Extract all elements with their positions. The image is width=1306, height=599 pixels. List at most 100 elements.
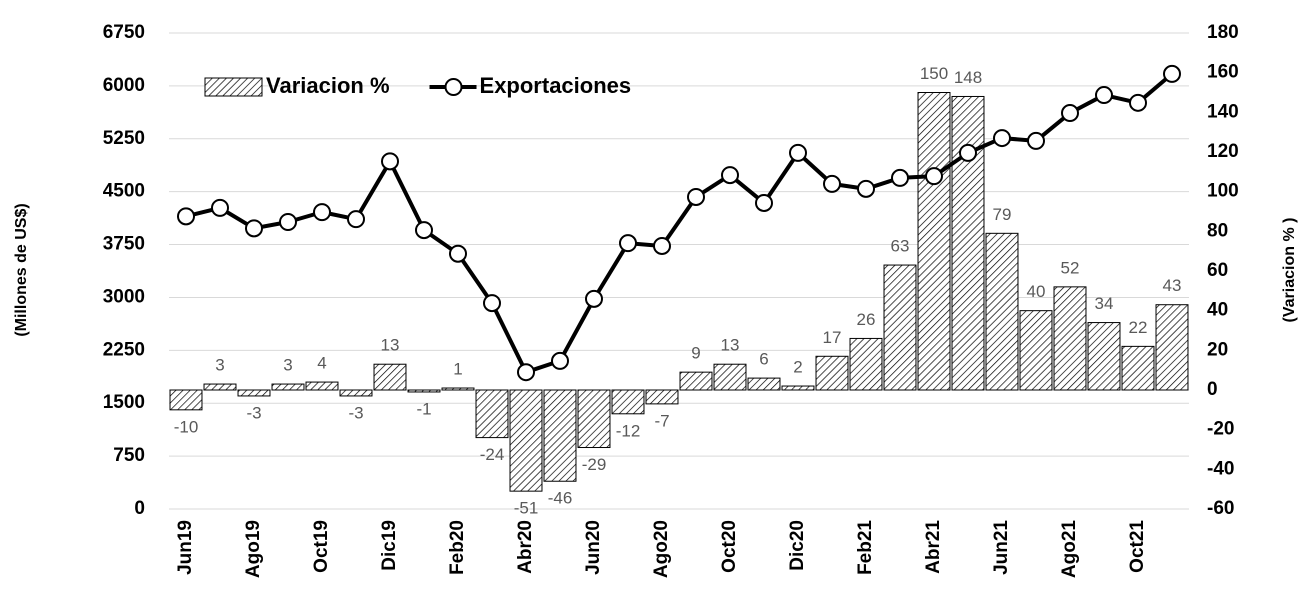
line-marker [891, 168, 909, 187]
bar-value-label: 43 [1163, 276, 1182, 295]
line-marker [177, 207, 195, 226]
x-tick-label: Feb20 [447, 520, 468, 575]
bar [645, 389, 679, 405]
bar [781, 385, 815, 391]
bar-value-label: 6 [759, 350, 768, 369]
x-tick-label: Oct20 [719, 520, 740, 573]
bar [475, 389, 509, 439]
line-marker [755, 193, 773, 212]
y-tick-label: 5250 [103, 128, 145, 149]
bar [747, 377, 781, 391]
y-tick-label: 0 [134, 498, 145, 519]
line-marker [313, 203, 331, 222]
line-marker [1027, 131, 1045, 150]
y-axis-title: (Millones de US$) [13, 203, 30, 336]
y2-axis-title: (Variacion % ) [1281, 218, 1298, 323]
bar [611, 389, 645, 415]
bar [543, 389, 577, 482]
line-marker [381, 152, 399, 171]
bar-value-label: -46 [548, 489, 573, 508]
x-tick-label: Oct19 [311, 520, 332, 573]
bar-value-label: 150 [920, 64, 948, 83]
bar-value-label: 79 [993, 205, 1012, 224]
y2-tick-label: -60 [1207, 498, 1234, 519]
bar [407, 389, 441, 393]
bar-value-label: 63 [891, 237, 910, 256]
legend-label: Variacion % [266, 73, 390, 98]
line-marker [721, 166, 739, 185]
line-marker [483, 294, 501, 313]
line-marker [449, 244, 467, 263]
bar-value-label: 17 [823, 328, 842, 347]
line-marker [687, 187, 705, 206]
x-tick-label: Jun19 [175, 520, 196, 575]
line-marker [823, 174, 841, 193]
y2-tick-label: 0 [1207, 379, 1218, 400]
y-tick-label: 1500 [103, 392, 145, 413]
bar-value-label: 26 [857, 310, 876, 329]
bar [713, 363, 747, 391]
bar [849, 337, 883, 391]
bar [1155, 304, 1189, 391]
y2-tick-label: 80 [1207, 220, 1228, 241]
line-marker [517, 363, 535, 382]
line-marker [925, 167, 943, 186]
line-marker [1095, 86, 1113, 105]
x-tick-label: Oct21 [1127, 520, 1148, 573]
x-tick-label: Ago21 [1059, 520, 1080, 579]
line-marker [857, 179, 875, 198]
bar-value-label: -51 [514, 499, 539, 518]
y2-tick-label: 120 [1207, 141, 1239, 162]
x-tick-label: Jun21 [991, 520, 1012, 575]
bar [237, 389, 271, 397]
y-tick-label: 2250 [103, 339, 145, 360]
legend-label: Exportaciones [480, 73, 632, 98]
line-marker [245, 219, 263, 238]
bar [1019, 310, 1053, 391]
bar-value-label: 148 [954, 68, 982, 87]
bar [577, 389, 611, 449]
bar-value-label: 1 [453, 360, 462, 379]
x-tick-label: Feb21 [855, 520, 876, 575]
bar-value-label: 22 [1129, 318, 1148, 337]
line-marker [279, 212, 297, 231]
bar-value-label: 13 [721, 336, 740, 355]
bar-value-label: 40 [1027, 282, 1046, 301]
x-tick-label: Abr20 [515, 520, 536, 574]
bar-value-label: -29 [582, 455, 607, 474]
y2-tick-label: 20 [1207, 339, 1228, 360]
y2-tick-label: 100 [1207, 181, 1239, 202]
line-marker [619, 234, 637, 253]
bar [951, 95, 985, 391]
bar [917, 92, 951, 391]
bar-value-label: 3 [215, 356, 224, 375]
y-tick-label: 750 [113, 445, 145, 466]
line-marker [1129, 93, 1147, 112]
bar [985, 232, 1019, 391]
bar-value-label: -3 [348, 403, 363, 422]
bar [339, 389, 373, 397]
bar [203, 383, 237, 391]
bar-value-label: -1 [416, 399, 431, 418]
y2-tick-label: 40 [1207, 300, 1228, 321]
line-marker [415, 221, 433, 240]
line-marker [1061, 104, 1079, 123]
bar-value-label: 3 [283, 356, 292, 375]
y-tick-label: 6750 [103, 22, 145, 43]
line-marker [959, 143, 977, 162]
x-tick-label: Abr21 [923, 520, 944, 574]
bar-value-label: 9 [691, 344, 700, 363]
line-marker [211, 198, 229, 217]
bar-value-label: -12 [616, 421, 641, 440]
bar [441, 387, 475, 391]
bar [509, 389, 543, 492]
line-marker [789, 143, 807, 162]
y-tick-label: 6000 [103, 75, 145, 96]
line-marker [993, 129, 1011, 148]
legend-marker [444, 78, 463, 96]
y-tick-label: 3000 [103, 286, 145, 307]
legend-swatch [204, 77, 263, 97]
y2-tick-label: -40 [1207, 458, 1234, 479]
bar-value-label: -24 [480, 445, 505, 464]
y2-tick-label: 180 [1207, 22, 1239, 43]
